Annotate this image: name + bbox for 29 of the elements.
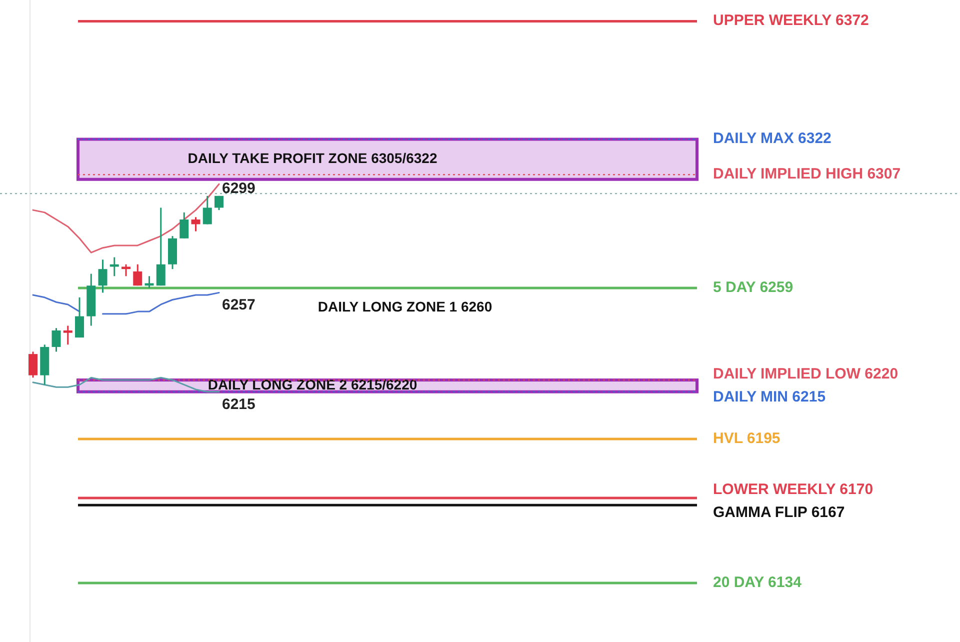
candlestick bbox=[52, 327, 61, 352]
data-label: 6257 bbox=[222, 296, 256, 314]
candlestick bbox=[75, 296, 84, 338]
candlestick bbox=[28, 350, 38, 378]
ref-line-label: DAILY IMPLIED LOW 6220 bbox=[713, 365, 898, 382]
band-label: DAILY TAKE PROFIT ZONE 6305/6322 bbox=[188, 150, 438, 166]
candlestick bbox=[63, 324, 72, 346]
ref-line-label: DAILY MAX 6322 bbox=[713, 130, 832, 148]
ref-line-label: 20 DAY 6134 bbox=[713, 574, 802, 591]
candlestick bbox=[144, 275, 154, 289]
text: 6299 bbox=[222, 180, 256, 197]
band-label: DAILY LONG ZONE 2 6215/6220 bbox=[208, 376, 418, 393]
candlestick bbox=[122, 264, 130, 277]
ref-line-label: HVL 6195 bbox=[713, 430, 780, 447]
candlestick bbox=[180, 212, 189, 240]
candlestick bbox=[133, 264, 142, 286]
candlestick bbox=[98, 258, 108, 294]
ref-line-label: LOWER WEEKLY 6170 bbox=[713, 481, 874, 498]
candlestick bbox=[202, 195, 212, 225]
ref-line-label: UPPER WEEKLY 6372 bbox=[713, 12, 869, 30]
candlestick bbox=[191, 216, 200, 232]
candlestick bbox=[214, 195, 224, 211]
ref-line-label: DAILY IMPLIED HIGH 6307 bbox=[713, 166, 901, 183]
text: DAILY LONG ZONE 1 6260 bbox=[318, 298, 492, 315]
ref-line-label: GAMMA FLIP 6167 bbox=[713, 504, 845, 522]
ref-line-label: 5 DAY 6259 bbox=[713, 278, 794, 296]
ref-line-label: DAILY MIN 6215 bbox=[713, 388, 826, 406]
data-label: 6215 bbox=[222, 396, 256, 413]
candlestick bbox=[156, 206, 166, 286]
